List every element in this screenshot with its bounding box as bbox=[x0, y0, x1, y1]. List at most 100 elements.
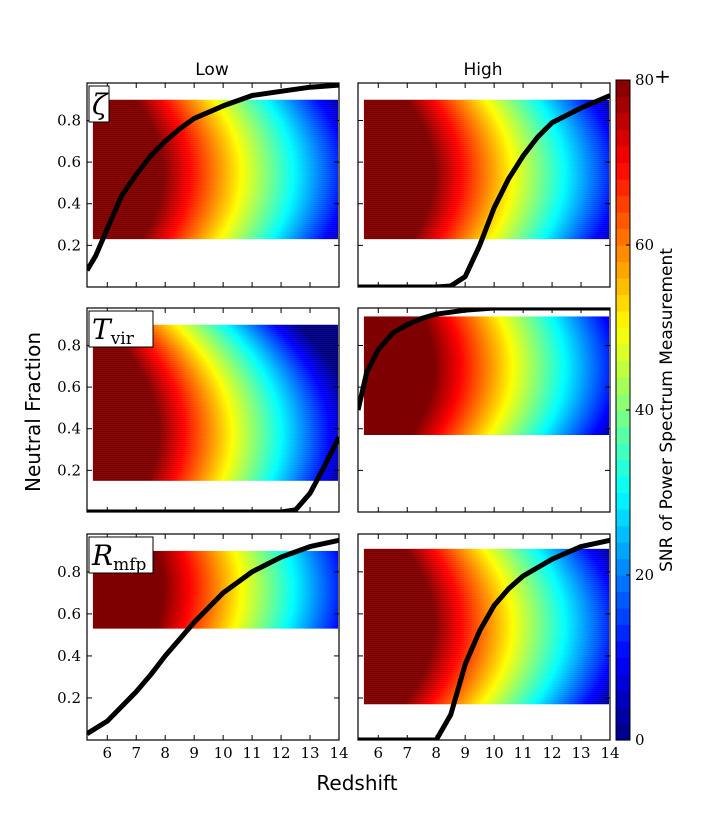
param-label-box bbox=[88, 536, 154, 574]
param-label: ζ bbox=[92, 88, 109, 121]
y-tick-label: 0.4 bbox=[57, 420, 81, 438]
x-tick-label: 10 bbox=[485, 744, 504, 762]
colorbar-segment bbox=[616, 360, 630, 378]
x-axis-label: Redshift bbox=[316, 771, 397, 795]
colorbar-segment bbox=[616, 113, 630, 131]
y-axis-label: Neutral Fraction bbox=[21, 332, 45, 492]
colorbar-segment bbox=[616, 443, 630, 461]
colorbar-segment bbox=[616, 129, 630, 147]
y-tick-label: 0.8 bbox=[57, 111, 81, 129]
colorbar-tick-label: 0 bbox=[635, 731, 645, 749]
colorbar-tick-label: 80+ bbox=[635, 64, 671, 89]
ionization-history-line bbox=[87, 83, 339, 272]
y-tick-label: 0.4 bbox=[57, 647, 81, 665]
colorbar-segment bbox=[616, 641, 630, 659]
colorbar-label: SNR of Power Spectrum Measurement bbox=[657, 248, 677, 572]
colorbar-segment bbox=[616, 591, 630, 609]
colorbar-segment bbox=[616, 80, 630, 98]
axes-frame bbox=[86, 533, 340, 741]
x-tick-label: 8 bbox=[431, 744, 441, 762]
column-title-low: Low bbox=[195, 60, 229, 80]
colorbar-segment bbox=[616, 657, 630, 675]
panel-Rmfp-low: 6 7 8 9 10 11 12 13 140.20.40.60.8 Rmfp bbox=[57, 533, 349, 762]
y-tick-label: 0.6 bbox=[57, 153, 81, 171]
colorbar-segment bbox=[616, 393, 630, 411]
colorbar-top-marker: + bbox=[654, 64, 671, 88]
colorbar-segment bbox=[616, 575, 630, 593]
snr-heatmap bbox=[363, 548, 609, 705]
colorbar-segment bbox=[616, 459, 630, 477]
snr-heatmap bbox=[92, 99, 338, 240]
y-tick-label: 0.6 bbox=[57, 378, 81, 396]
colorbar-segment bbox=[616, 245, 630, 263]
x-tick-label: 13 bbox=[300, 744, 319, 762]
colorbar-segment bbox=[616, 294, 630, 312]
x-tick-label: 6 bbox=[103, 744, 113, 762]
colorbar-tick-label: 20 bbox=[635, 566, 654, 584]
x-tick-label: 8 bbox=[160, 744, 170, 762]
colorbar-segment bbox=[616, 179, 630, 197]
colorbar-segment bbox=[616, 624, 630, 642]
x-tick-label: 11 bbox=[514, 744, 533, 762]
panel-zeta-low: 0.2 0.4 0.6 0.8 ζ bbox=[57, 82, 340, 288]
snr-heatmap bbox=[363, 316, 609, 435]
x-tick-label: 6 bbox=[374, 744, 384, 762]
colorbar-segment bbox=[616, 195, 630, 213]
panel-Tvir-high bbox=[357, 307, 611, 513]
y-tick-label: 0.2 bbox=[57, 236, 81, 254]
colorbar-segment bbox=[616, 212, 630, 230]
panel-zeta-high bbox=[357, 82, 611, 288]
x-tick-label: 7 bbox=[131, 744, 141, 762]
x-tick-label: 12 bbox=[272, 744, 291, 762]
colorbar-segment bbox=[616, 261, 630, 279]
snr-heatmap bbox=[92, 324, 338, 481]
axes-frame bbox=[357, 307, 611, 513]
ionization-history-line bbox=[87, 435, 339, 512]
colorbar-segment bbox=[616, 426, 630, 444]
colorbar-tick-label: 60 bbox=[635, 236, 654, 254]
axes-frame bbox=[357, 82, 611, 288]
colorbar-segment bbox=[616, 96, 630, 114]
ionization-history-line bbox=[358, 93, 610, 287]
x-tick-label: 13 bbox=[571, 744, 590, 762]
colorbar-segment bbox=[616, 327, 630, 345]
colorbar: 0 20 40 60 80+ bbox=[615, 64, 671, 749]
colorbar-segment bbox=[616, 723, 630, 741]
x-tick-label: 7 bbox=[402, 744, 412, 762]
snr-heatmap bbox=[363, 99, 609, 240]
colorbar-segment bbox=[616, 377, 630, 395]
colorbar-segment bbox=[616, 690, 630, 708]
panel-Rmfp-high: 6 7 8 9 10 11 12 13 14 bbox=[357, 533, 620, 762]
colorbar-tick-label: 40 bbox=[635, 401, 654, 419]
column-title-high: High bbox=[463, 60, 502, 80]
param-label-box bbox=[88, 310, 154, 348]
x-tick-label: 12 bbox=[543, 744, 562, 762]
panel-Tvir-low: 0.20.40.60.8 Tvir bbox=[57, 307, 340, 513]
x-tick-label: 9 bbox=[460, 744, 470, 762]
colorbar-segment bbox=[616, 476, 630, 494]
colorbar-segment bbox=[616, 311, 630, 329]
y-tick-label: 0.8 bbox=[57, 336, 81, 354]
param-label-box bbox=[88, 85, 110, 123]
colorbar-segment bbox=[616, 674, 630, 692]
axes-frame bbox=[357, 533, 611, 741]
y-tick-label: 0.6 bbox=[57, 605, 81, 623]
axes-frame bbox=[86, 307, 340, 513]
y-tick-label: 0.2 bbox=[57, 689, 81, 707]
colorbar-segment bbox=[616, 492, 630, 510]
colorbar-segment bbox=[616, 410, 630, 428]
y-tick-label: 0.4 bbox=[57, 195, 81, 213]
x-tick-label: 10 bbox=[214, 744, 233, 762]
x-tick-label: 14 bbox=[329, 744, 348, 762]
ionization-history-line bbox=[87, 537, 339, 736]
y-tick-label: 0.2 bbox=[57, 461, 81, 479]
colorbar-segment bbox=[616, 278, 630, 296]
ionization-history-line bbox=[358, 308, 610, 411]
colorbar-segment bbox=[616, 525, 630, 543]
colorbar-segment bbox=[616, 707, 630, 725]
x-tick-label: 14 bbox=[600, 744, 619, 762]
colorbar-segment bbox=[616, 509, 630, 527]
colorbar-segment bbox=[616, 608, 630, 626]
colorbar-segment bbox=[616, 228, 630, 246]
